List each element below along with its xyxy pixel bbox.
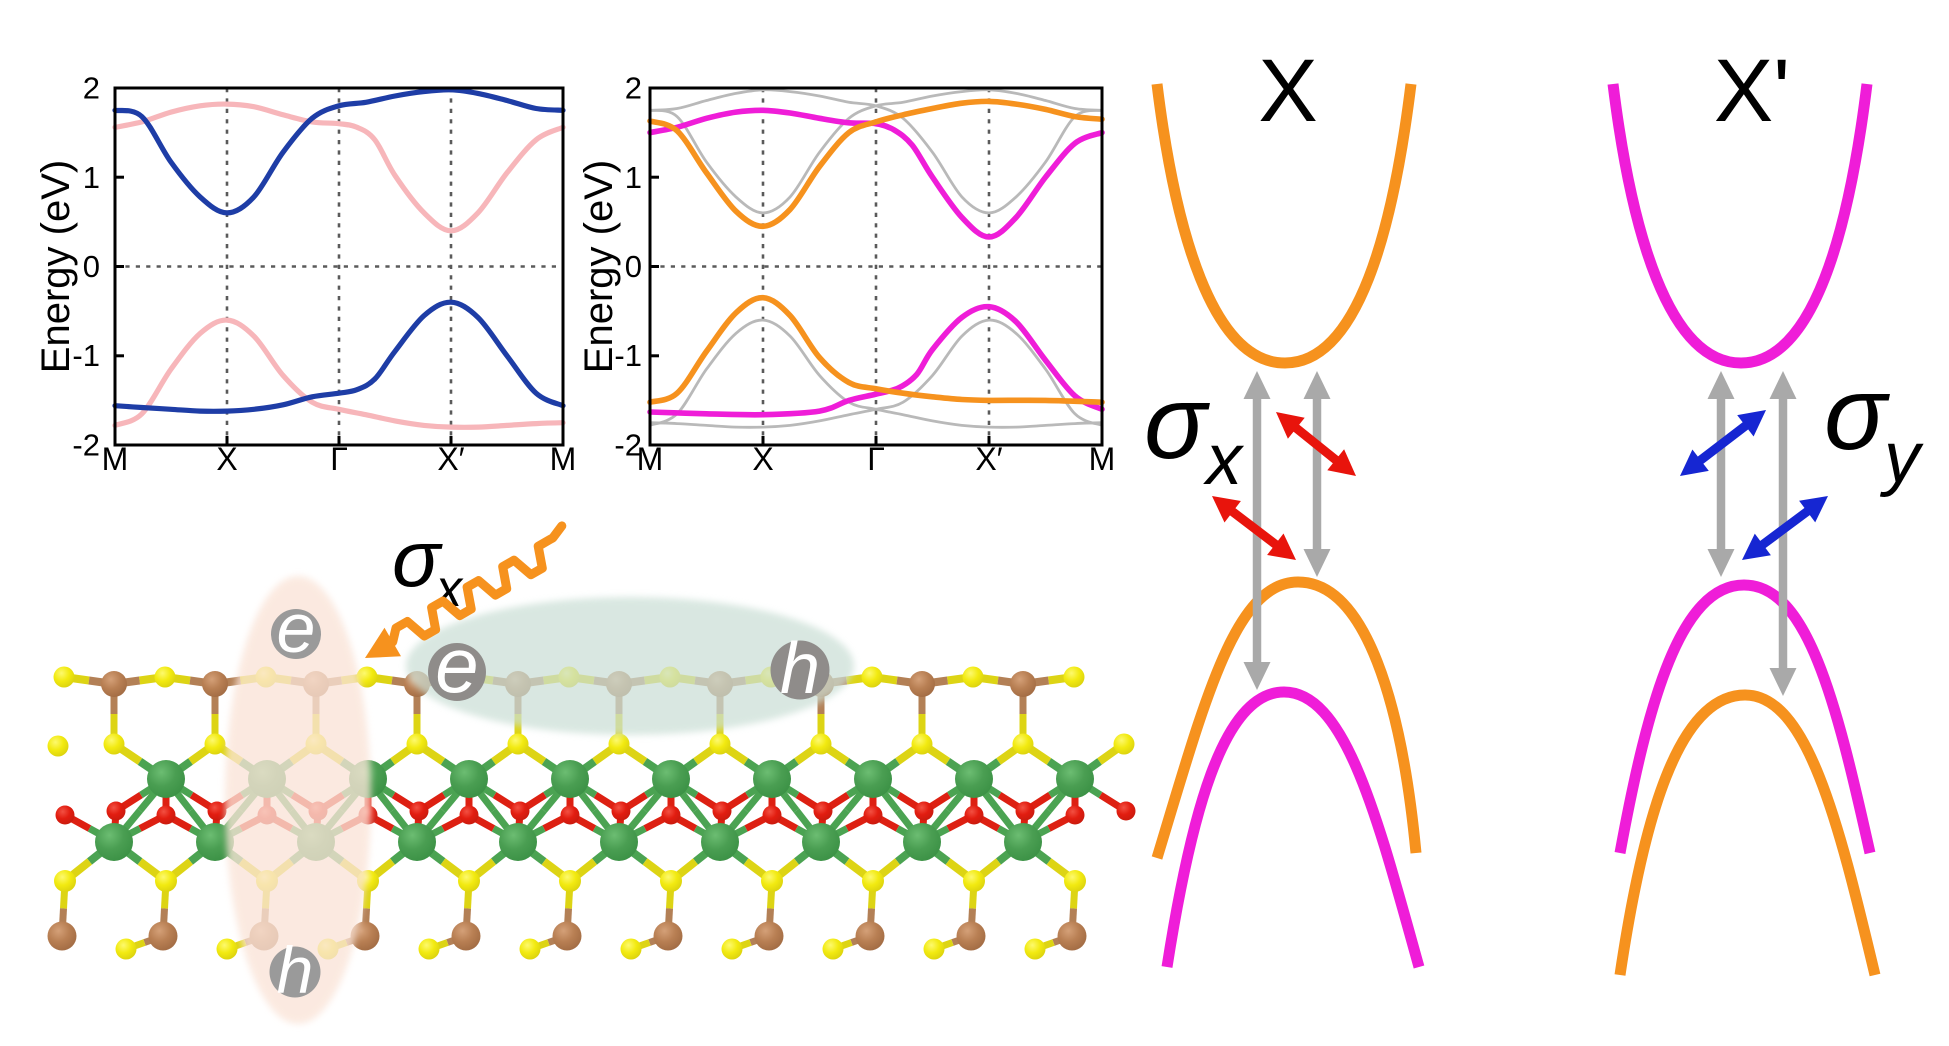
svg-text:e: e xyxy=(435,621,478,709)
svg-text:0: 0 xyxy=(83,249,100,284)
svg-text:Γ: Γ xyxy=(330,441,348,477)
svg-text:-2: -2 xyxy=(72,428,100,463)
svg-text:y: y xyxy=(1879,418,1924,498)
svg-text:X: X xyxy=(1258,40,1317,140)
svg-text:M: M xyxy=(550,441,577,477)
svg-text:σ: σ xyxy=(392,514,443,603)
svg-text:Γ: Γ xyxy=(867,441,885,477)
svg-text:0: 0 xyxy=(625,249,642,284)
svg-text:h: h xyxy=(780,629,820,709)
svg-text:x: x xyxy=(1203,420,1245,500)
svg-text:X′: X′ xyxy=(437,441,464,477)
svg-text:X': X' xyxy=(1714,40,1790,140)
svg-text:M: M xyxy=(102,441,129,477)
svg-text:1: 1 xyxy=(625,160,642,195)
svg-text:-1: -1 xyxy=(72,338,100,373)
svg-text:σ: σ xyxy=(1824,356,1890,472)
svg-text:σ: σ xyxy=(1144,365,1210,481)
svg-text:X′: X′ xyxy=(975,441,1002,477)
svg-text:2: 2 xyxy=(83,71,100,106)
svg-text:1: 1 xyxy=(83,160,100,195)
svg-text:e: e xyxy=(277,589,316,667)
svg-text:X: X xyxy=(216,441,237,477)
svg-text:Energy (eV): Energy (eV) xyxy=(34,160,78,373)
svg-text:h: h xyxy=(277,933,314,1007)
svg-text:-1: -1 xyxy=(614,338,642,373)
svg-text:X: X xyxy=(752,441,773,477)
svg-text:Energy (eV): Energy (eV) xyxy=(577,160,621,373)
svg-text:2: 2 xyxy=(625,71,642,106)
svg-text:M: M xyxy=(637,441,664,477)
svg-text:-2: -2 xyxy=(614,428,642,463)
svg-text:M: M xyxy=(1089,441,1116,477)
